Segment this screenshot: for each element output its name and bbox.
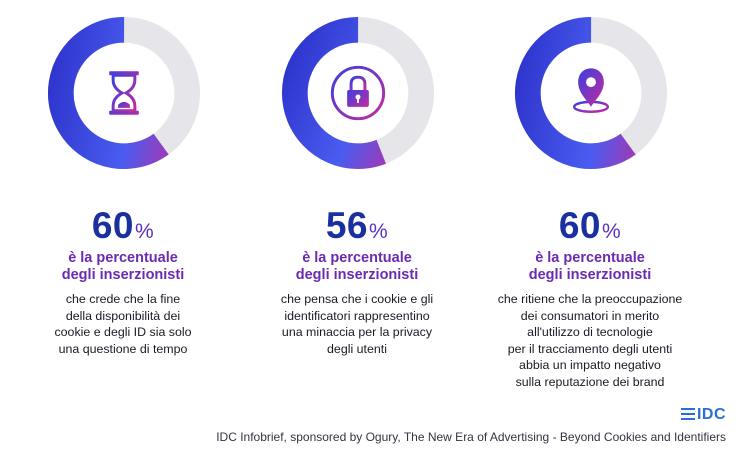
hourglass-icon	[109, 71, 139, 115]
stat-headline: è la percentuale degli inserzionisti	[234, 250, 480, 284]
stat-unit: %	[601, 220, 622, 243]
idc-logo-text: IDC	[696, 406, 726, 423]
stat-card-1: 60% è la percentuale degli inserzionisti…	[0, 0, 246, 410]
donut-value-arc	[514, 16, 668, 170]
stat-number: 60	[91, 205, 134, 246]
headline-line: è la percentuale	[535, 250, 645, 266]
stat-value: 60%	[0, 205, 246, 247]
idc-logo-icon	[680, 408, 695, 420]
desc-line: abbia un impatto negativo	[519, 358, 661, 373]
headline-line: è la percentuale	[302, 250, 412, 266]
donut-value-arc	[281, 16, 435, 170]
headline-line: degli inserzionisti	[61, 267, 185, 283]
desc-line: una questione di tempo	[58, 341, 188, 356]
desc-line: dei consumatori in merito	[520, 308, 660, 323]
desc-line: cookie e degli ID sia solo	[54, 325, 192, 340]
stat-unit: %	[368, 220, 389, 243]
location-pin-icon	[572, 68, 610, 113]
stat-value: 56%	[234, 205, 480, 247]
stat-description: che crede che la fine della disponibilit…	[0, 291, 246, 357]
desc-line: identificatori rappresentino	[284, 308, 430, 323]
stat-number: 56	[325, 205, 368, 246]
desc-line: per il tracciamento degli utenti	[507, 341, 673, 356]
donut-value-arc	[47, 16, 201, 170]
padlock-icon	[330, 65, 386, 121]
desc-line: che crede che la fine	[65, 292, 181, 306]
headline-line: degli inserzionisti	[528, 267, 652, 283]
stat-value: 60%	[467, 205, 713, 247]
donut-chart-2	[281, 16, 435, 170]
stat-card-2: 56% è la percentuale degli inserzionisti…	[234, 0, 480, 410]
stat-description: che ritiene che la preoccupazione dei co…	[467, 291, 713, 391]
donut-chart-1	[47, 16, 201, 170]
desc-line: che ritiene che la preoccupazione	[497, 292, 683, 306]
desc-line: che pensa che i cookie e gli	[280, 292, 434, 306]
idc-logo: IDC	[680, 406, 726, 424]
stat-unit: %	[134, 220, 155, 243]
desc-line: degli utenti	[327, 341, 387, 356]
stat-description: che pensa che i cookie e gli identificat…	[234, 291, 480, 357]
headline-line: è la percentuale	[68, 250, 178, 266]
stat-headline: è la percentuale degli inserzionisti	[0, 250, 246, 284]
stat-headline: è la percentuale degli inserzionisti	[467, 250, 713, 284]
stat-number: 60	[558, 205, 601, 246]
desc-line: della disponibilità dei	[65, 308, 181, 323]
stat-card-3: 60% è la percentuale degli inserzionisti…	[467, 0, 713, 410]
source-footnote: IDC Infobrief, sponsored by Ogury, The N…	[216, 430, 726, 444]
donut-chart-3	[514, 16, 668, 170]
desc-line: all'utilizzo di tecnologie	[527, 325, 653, 340]
headline-line: degli inserzionisti	[295, 267, 419, 283]
desc-line: sulla reputazione dei brand	[515, 374, 665, 389]
desc-line: una minaccia per la privacy	[281, 325, 433, 340]
